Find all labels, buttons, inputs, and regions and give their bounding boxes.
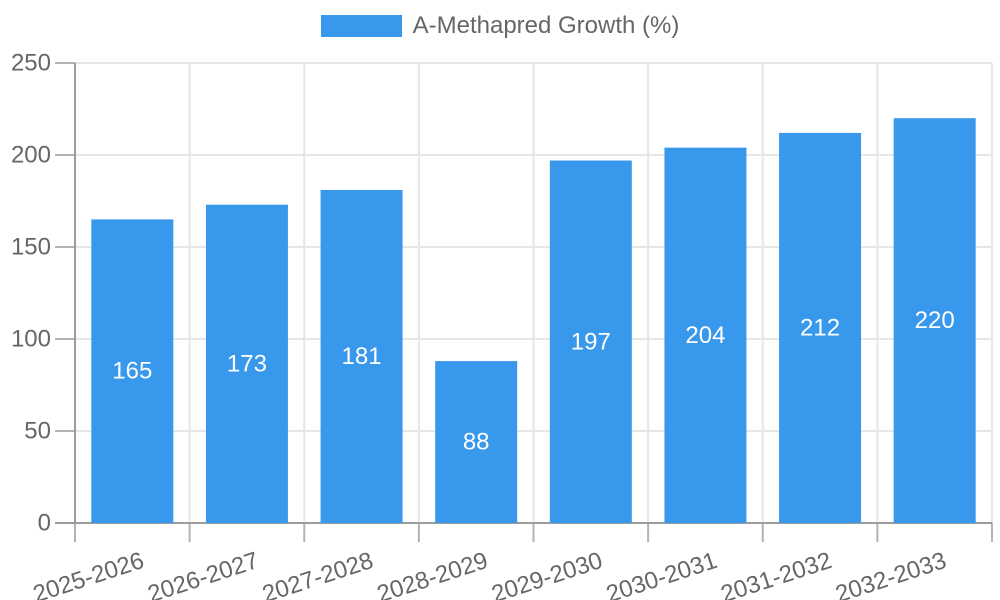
y-tick-label: 150 [11, 234, 51, 261]
legend-series-label: A-Methapred Growth (%) [412, 12, 680, 39]
bar-value-label: 212 [800, 314, 840, 341]
bar[interactable] [779, 132, 862, 524]
x-tick-label: 2031-2032 [718, 547, 836, 600]
bar-value-label: 204 [685, 322, 725, 349]
bar[interactable] [91, 219, 174, 523]
legend-swatch [320, 15, 402, 37]
x-tick-label: 2025-2026 [30, 547, 148, 600]
x-tick-label: 2032-2033 [832, 547, 950, 600]
x-tick-label: 2027-2028 [259, 547, 377, 600]
y-tick-label: 200 [11, 142, 51, 169]
bar[interactable] [893, 118, 976, 523]
bar-value-label: 165 [112, 358, 152, 385]
bar[interactable] [320, 189, 403, 523]
bar-value-label: 88 [463, 429, 490, 456]
bar[interactable] [664, 147, 747, 523]
x-tick-label: 2026-2027 [144, 547, 262, 600]
y-tick-label: 50 [24, 418, 51, 445]
y-tick-label: 250 [11, 50, 51, 77]
bar-value-label: 181 [342, 343, 382, 370]
bar-value-label: 173 [227, 350, 267, 377]
x-tick-label: 2029-2030 [488, 547, 606, 600]
x-tick-label: 2030-2031 [603, 547, 721, 600]
chart-legend[interactable]: A-Methapred Growth (%) [0, 0, 1000, 52]
bar[interactable] [205, 204, 288, 523]
bar[interactable] [435, 361, 518, 523]
bar-value-label: 220 [915, 307, 955, 334]
bar[interactable] [549, 160, 632, 523]
y-tick-label: 100 [11, 326, 51, 353]
y-tick-label: 0 [38, 510, 51, 537]
x-tick-label: 2028-2029 [374, 547, 492, 600]
bar-value-label: 197 [571, 328, 611, 355]
